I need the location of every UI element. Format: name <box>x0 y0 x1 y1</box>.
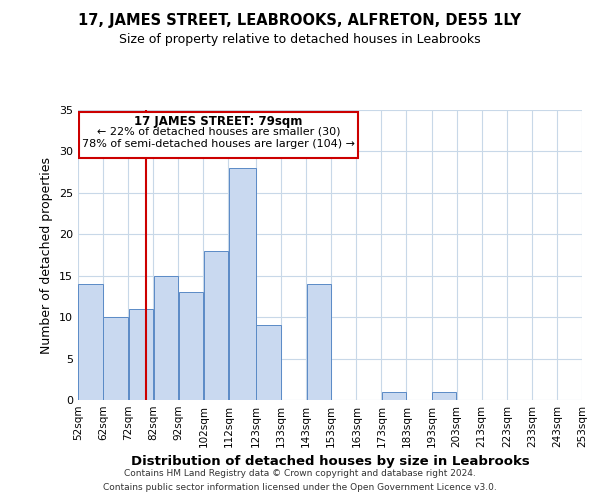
Bar <box>432 392 456 400</box>
Bar <box>128 309 153 400</box>
FancyBboxPatch shape <box>79 112 358 158</box>
Bar <box>382 392 406 400</box>
Bar <box>154 276 178 400</box>
Text: Contains HM Land Registry data © Crown copyright and database right 2024.: Contains HM Land Registry data © Crown c… <box>124 468 476 477</box>
Y-axis label: Number of detached properties: Number of detached properties <box>40 156 53 354</box>
Text: Contains public sector information licensed under the Open Government Licence v3: Contains public sector information licen… <box>103 484 497 492</box>
Text: 17 JAMES STREET: 79sqm: 17 JAMES STREET: 79sqm <box>134 116 302 128</box>
Text: 17, JAMES STREET, LEABROOKS, ALFRETON, DE55 1LY: 17, JAMES STREET, LEABROOKS, ALFRETON, D… <box>79 12 521 28</box>
Bar <box>307 284 331 400</box>
Text: ← 22% of detached houses are smaller (30): ← 22% of detached houses are smaller (30… <box>97 127 340 137</box>
Bar <box>256 326 281 400</box>
X-axis label: Distribution of detached houses by size in Leabrooks: Distribution of detached houses by size … <box>131 456 529 468</box>
Text: 78% of semi-detached houses are larger (104) →: 78% of semi-detached houses are larger (… <box>82 138 355 148</box>
Bar <box>179 292 203 400</box>
Text: Size of property relative to detached houses in Leabrooks: Size of property relative to detached ho… <box>119 32 481 46</box>
Bar <box>79 284 103 400</box>
Bar <box>103 317 128 400</box>
Bar <box>204 251 228 400</box>
Bar <box>229 168 256 400</box>
